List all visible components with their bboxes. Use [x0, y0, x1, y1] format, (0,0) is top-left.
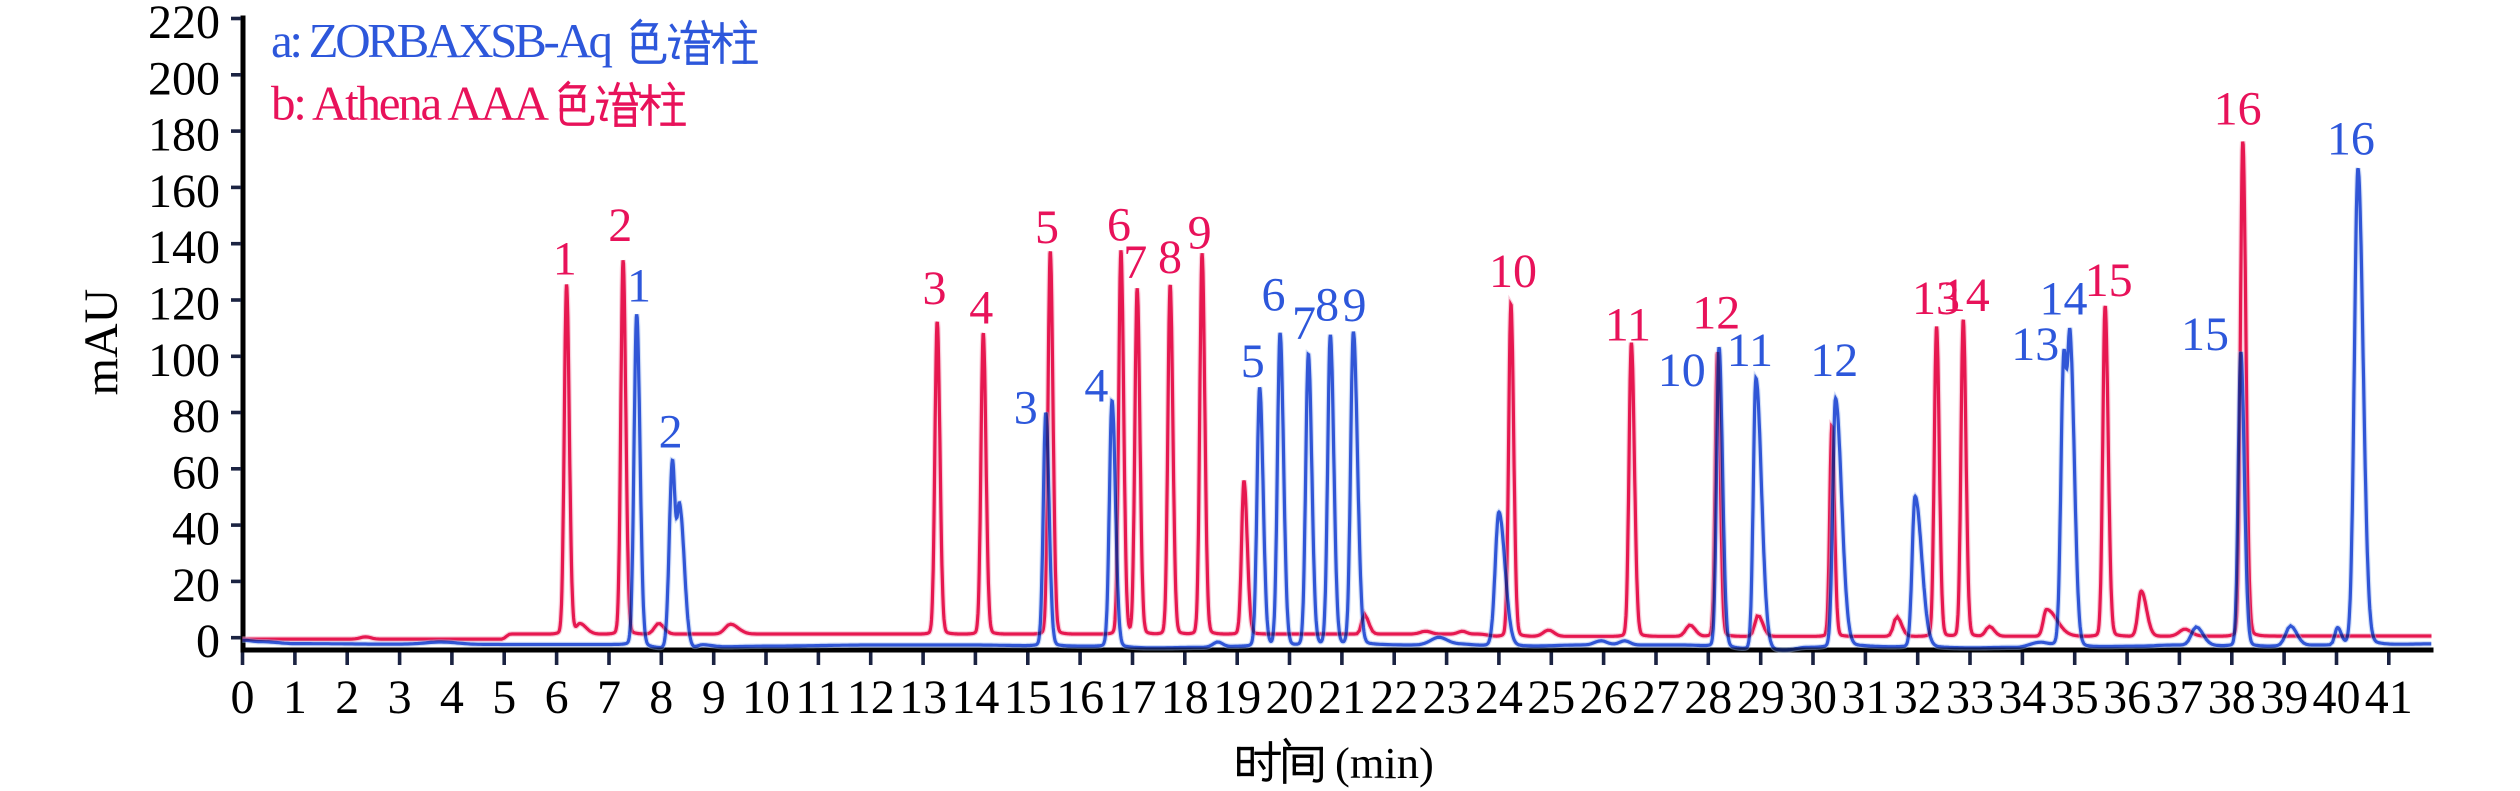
svg-text:12: 12 [1810, 334, 1858, 387]
svg-text:14: 14 [1942, 269, 1990, 322]
svg-text:0: 0 [196, 615, 220, 668]
svg-text:12: 12 [1692, 286, 1740, 339]
svg-text:22: 22 [1370, 671, 1418, 724]
svg-text:14: 14 [951, 671, 999, 724]
svg-text:120: 120 [148, 278, 220, 331]
svg-text:33: 33 [1946, 671, 1994, 724]
svg-text:40: 40 [172, 503, 220, 556]
svg-text:29: 29 [1737, 671, 1785, 724]
svg-text:13: 13 [899, 671, 947, 724]
svg-text:24: 24 [1475, 671, 1523, 724]
svg-text:2: 2 [659, 406, 683, 459]
svg-text:11: 11 [1605, 299, 1651, 352]
svg-text:28: 28 [1684, 671, 1732, 724]
svg-text:20: 20 [1266, 671, 1314, 724]
svg-text:7: 7 [1292, 297, 1316, 350]
svg-text:8: 8 [1158, 231, 1182, 284]
svg-text:2: 2 [335, 671, 359, 724]
svg-text:(min): (min) [1335, 738, 1434, 788]
svg-text:38: 38 [2208, 671, 2256, 724]
svg-text:23: 23 [1423, 671, 1471, 724]
svg-text:5: 5 [1241, 335, 1265, 388]
svg-text:2: 2 [608, 199, 632, 252]
svg-text:220: 220 [148, 0, 220, 49]
svg-text:b: Athena AAA: b: Athena AAA [271, 76, 550, 131]
svg-text:4: 4 [440, 671, 464, 724]
svg-text:6: 6 [1262, 269, 1286, 322]
svg-text:1: 1 [627, 260, 651, 313]
svg-text:41: 41 [2365, 671, 2413, 724]
svg-text:10: 10 [1658, 344, 1706, 397]
svg-text:12: 12 [847, 671, 895, 724]
svg-text:8: 8 [649, 671, 673, 724]
svg-text:10: 10 [1489, 245, 1537, 298]
svg-text:1: 1 [283, 671, 307, 724]
svg-text:19: 19 [1213, 671, 1261, 724]
svg-text:17: 17 [1109, 671, 1157, 724]
svg-text:32: 32 [1894, 671, 1942, 724]
svg-text:26: 26 [1580, 671, 1628, 724]
svg-text:31: 31 [1841, 671, 1889, 724]
svg-text:27: 27 [1632, 671, 1680, 724]
svg-text:34: 34 [1998, 671, 2046, 724]
svg-text:4: 4 [969, 282, 993, 335]
svg-text:18: 18 [1161, 671, 1209, 724]
svg-text:3: 3 [388, 671, 412, 724]
svg-text:100: 100 [148, 334, 220, 387]
svg-text:40: 40 [2313, 671, 2361, 724]
svg-text:1: 1 [553, 232, 577, 285]
svg-text:8: 8 [1315, 279, 1339, 332]
svg-text:3: 3 [1014, 382, 1038, 435]
svg-text:11: 11 [1727, 324, 1773, 377]
svg-text:14: 14 [2040, 273, 2088, 326]
svg-text:6: 6 [1107, 199, 1131, 252]
svg-text:39: 39 [2260, 671, 2308, 724]
svg-text:11: 11 [795, 671, 841, 724]
svg-text:20: 20 [172, 559, 220, 612]
svg-text:25: 25 [1527, 671, 1575, 724]
svg-text:mAU: mAU [75, 289, 128, 396]
svg-text:9: 9 [1188, 207, 1212, 260]
svg-text:15: 15 [1004, 671, 1052, 724]
svg-text:80: 80 [172, 390, 220, 443]
svg-text:16: 16 [2214, 83, 2262, 136]
svg-text:140: 140 [148, 221, 220, 274]
svg-text:15: 15 [2085, 254, 2133, 307]
svg-text:3: 3 [923, 262, 947, 315]
svg-text:15: 15 [2181, 308, 2229, 361]
svg-text:13: 13 [1912, 272, 1960, 325]
svg-text:16: 16 [1056, 671, 1104, 724]
svg-text:180: 180 [148, 109, 220, 162]
svg-text:5: 5 [1035, 201, 1059, 254]
svg-text:35: 35 [2051, 671, 2099, 724]
svg-text:30: 30 [1789, 671, 1837, 724]
svg-text:200: 200 [148, 52, 220, 105]
svg-text:6: 6 [545, 671, 569, 724]
svg-text:7: 7 [597, 671, 621, 724]
svg-text:4: 4 [1084, 360, 1108, 413]
svg-text:9: 9 [702, 671, 726, 724]
svg-text:60: 60 [172, 446, 220, 499]
svg-text:0: 0 [231, 671, 255, 724]
svg-text:36: 36 [2103, 671, 2151, 724]
svg-text:160: 160 [148, 165, 220, 218]
svg-text:5: 5 [492, 671, 516, 724]
svg-text:a: ZORBAXSB-Aq: a: ZORBAXSB-Aq [271, 13, 613, 68]
svg-text:21: 21 [1318, 671, 1366, 724]
svg-text:16: 16 [2327, 112, 2375, 165]
svg-text:9: 9 [1343, 279, 1367, 332]
svg-text:13: 13 [2011, 318, 2059, 371]
svg-text:7: 7 [1123, 236, 1147, 289]
svg-text:37: 37 [2155, 671, 2203, 724]
svg-text:10: 10 [742, 671, 790, 724]
